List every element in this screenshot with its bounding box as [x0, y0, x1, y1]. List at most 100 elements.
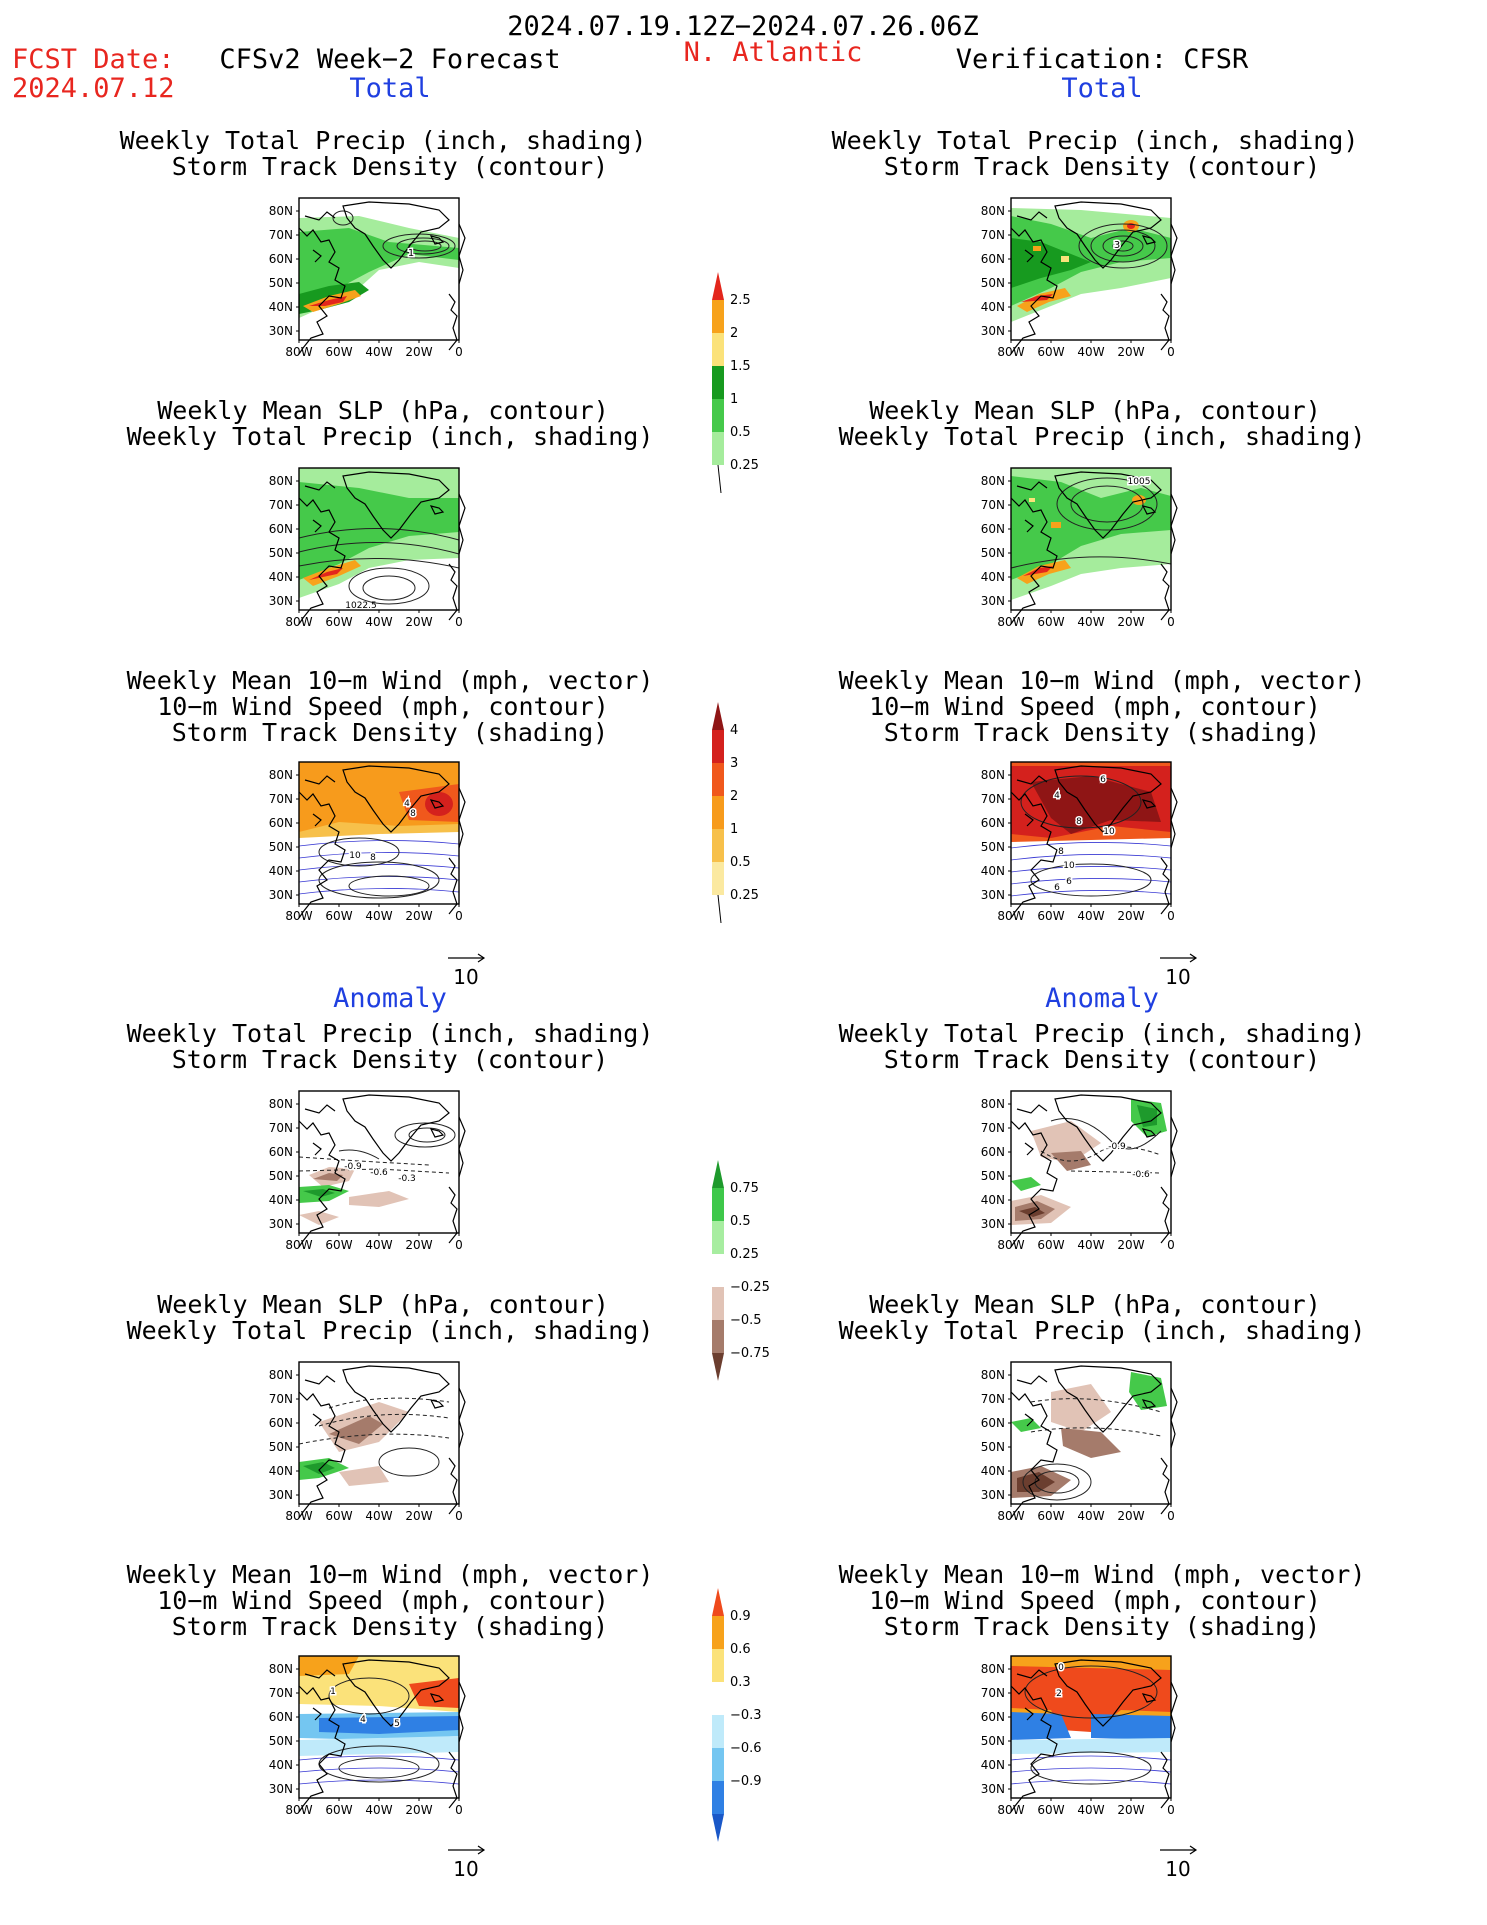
section-anomaly-right: Anomaly	[1045, 983, 1159, 1014]
lon-tick-label: 80W	[285, 1238, 312, 1252]
map-obs-anom-precip: -0.9 -0.6 80N 70N 60N 50N 40N 30N 80W 60W 40W 20…	[981, 1090, 1178, 1252]
lat-tick-label: 40N	[981, 1464, 1005, 1478]
colorbar-label: 1	[730, 392, 738, 407]
lat-axis: 80N 70N 60N 50N 40N 30N	[269, 474, 299, 608]
contour-label: 0	[1058, 1663, 1064, 1673]
colorbar-segment	[712, 1781, 724, 1814]
contour-label: 5	[394, 1719, 400, 1729]
lon-tick-label: 60W	[1037, 615, 1064, 629]
colorbar-segment	[712, 1287, 724, 1320]
colorbar-segment	[712, 1748, 724, 1781]
colorbar-segment	[712, 1616, 724, 1649]
section-total-right: Total	[1061, 73, 1143, 104]
vector-ref-fcst-anom: 10	[448, 1845, 486, 1881]
vector-ref-fcst-total: 10	[448, 953, 486, 989]
lon-tick-label: 80W	[285, 1803, 312, 1817]
lat-tick-label: 50N	[269, 1169, 293, 1183]
fcst-date-value: 2024.07.12	[12, 73, 175, 104]
lon-tick-label: 20W	[405, 1803, 432, 1817]
lon-tick-label: 0	[1167, 615, 1175, 629]
panel-title-fcst-anom-slp-line2: Weekly Total Precip (inch, shading)	[126, 1316, 654, 1345]
colorbar-label: 2	[730, 326, 738, 341]
panel-title-fcst-anom-slp-line1: Weekly Mean SLP (hPa, contour)	[157, 1290, 609, 1319]
lon-axis: 80W 60W 40W 20W 0	[285, 340, 463, 359]
lon-axis: 80W 60W 40W 20W 0	[997, 610, 1175, 629]
panel-title-fcst-anom-wind-line2: 10−m Wind Speed (mph, contour)	[157, 1586, 609, 1615]
lon-tick-label: 20W	[405, 909, 432, 923]
lon-tick-label: 0	[455, 345, 463, 359]
lat-tick-label: 70N	[981, 792, 1005, 806]
lat-tick-label: 60N	[981, 816, 1005, 830]
colorbar-label: −0.6	[730, 1741, 762, 1756]
contour-label: 4	[404, 799, 410, 809]
lon-axis: 80W 60W 40W 20W 0	[997, 1798, 1175, 1817]
lat-axis: 80N 70N 60N 50N 40N 30N	[269, 768, 299, 902]
vector-ref-obs-anom: 10	[1160, 1845, 1198, 1881]
region-title: N. Atlantic	[683, 37, 863, 68]
panel-title-obs-total-wind-line3: Storm Track Density (shading)	[883, 718, 1321, 747]
panel-title-fcst-total-wind-line1: Weekly Mean 10−m Wind (mph, vector)	[126, 666, 654, 695]
colorbar-label: 0.25	[730, 888, 759, 903]
panel-title-obs-anom-precip-line2: Storm Track Density (contour)	[883, 1045, 1321, 1074]
vector-ref-label: 10	[1165, 965, 1190, 989]
lon-tick-label: 40W	[365, 909, 392, 923]
colorbar-label: 0.3	[730, 1675, 751, 1690]
lon-tick-label: 20W	[405, 1509, 432, 1523]
colorbar-segment	[712, 1254, 724, 1287]
lon-tick-label: 40W	[1077, 615, 1104, 629]
lat-tick-label: 70N	[981, 498, 1005, 512]
colorbar-label: 1	[730, 822, 738, 837]
vector-ref-obs-total: 10	[1160, 953, 1198, 989]
lon-tick-label: 20W	[1117, 1238, 1144, 1252]
lon-tick-label: 60W	[325, 345, 352, 359]
colorbar-segment	[712, 432, 724, 465]
lon-tick-label: 40W	[365, 1238, 392, 1252]
contour-label: -0.9	[1108, 1142, 1126, 1152]
lat-tick-label: 40N	[269, 300, 293, 314]
colorbar-segment	[712, 829, 724, 862]
lat-tick-label: 30N	[981, 888, 1005, 902]
map-obs-anom-slp: 80N 70N 60N 50N 40N 30N 80W 60W 40W 20W 0	[981, 1361, 1178, 1523]
map-obs-total-wind: 6 4 8 10 8 10 6 6 80N 70N 60N 50N 40N 30N 80W…	[981, 761, 1178, 923]
verification-title: Verification: CFSR	[955, 44, 1249, 75]
map-fcst-anom-precip: -0.9 -0.6 -0.3 80N 70N 60N 50N 40N 30N 80W 60W…	[269, 1090, 466, 1252]
lon-tick-label: 80W	[285, 345, 312, 359]
lon-tick-label: 60W	[325, 909, 352, 923]
panel-title-fcst-anom-wind-line3: Storm Track Density (shading)	[171, 1612, 609, 1641]
lat-tick-label: 30N	[981, 1488, 1005, 1502]
lon-tick-label: 60W	[1037, 1238, 1064, 1252]
lon-tick-label: 20W	[405, 1238, 432, 1252]
lon-tick-label: 80W	[285, 1509, 312, 1523]
model-title: CFSv2 Week−2 Forecast	[219, 44, 561, 75]
lon-tick-label: 60W	[1037, 1509, 1064, 1523]
lon-axis: 80W 60W 40W 20W 0	[997, 340, 1175, 359]
lat-tick-label: 60N	[981, 1145, 1005, 1159]
lat-tick-label: 30N	[269, 1488, 293, 1502]
colorbar-label: 0.5	[730, 855, 751, 870]
lat-tick-label: 60N	[981, 252, 1005, 266]
lat-tick-label: 80N	[981, 1662, 1005, 1676]
colorbar-segment	[712, 1715, 724, 1748]
lat-tick-label: 40N	[269, 1758, 293, 1772]
lon-axis: 80W 60W 40W 20W 0	[285, 610, 463, 629]
lat-axis: 80N 70N 60N 50N 40N 30N	[269, 1097, 299, 1231]
lon-tick-label: 20W	[1117, 1803, 1144, 1817]
colorbar-segment	[712, 1320, 724, 1353]
lat-tick-label: 50N	[981, 276, 1005, 290]
lat-tick-label: 70N	[981, 228, 1005, 242]
lat-tick-label: 30N	[981, 1217, 1005, 1231]
colorbar-precip-total: 2.5 2 1.5 1 0.5 0.25	[712, 272, 759, 494]
contour-label: 1022.5	[345, 601, 377, 611]
colorbar-label: 4	[730, 723, 738, 738]
map-fcst-anom-wind: 1 4 5 80N 70N 60N 50N 40N 30N 80W 60W 40W 20W 0	[269, 1655, 466, 1817]
fcst-date-label: FCST Date:	[12, 44, 175, 75]
contour-label: 10	[1063, 861, 1075, 871]
lat-tick-label: 70N	[981, 1121, 1005, 1135]
lat-tick-label: 70N	[269, 1121, 293, 1135]
lat-tick-label: 30N	[269, 888, 293, 902]
lat-tick-label: 80N	[981, 1097, 1005, 1111]
lon-tick-label: 80W	[997, 615, 1024, 629]
colorbar-label: 0.9	[730, 1609, 751, 1624]
lon-tick-label: 20W	[1117, 345, 1144, 359]
colorbar-segment	[712, 333, 724, 366]
